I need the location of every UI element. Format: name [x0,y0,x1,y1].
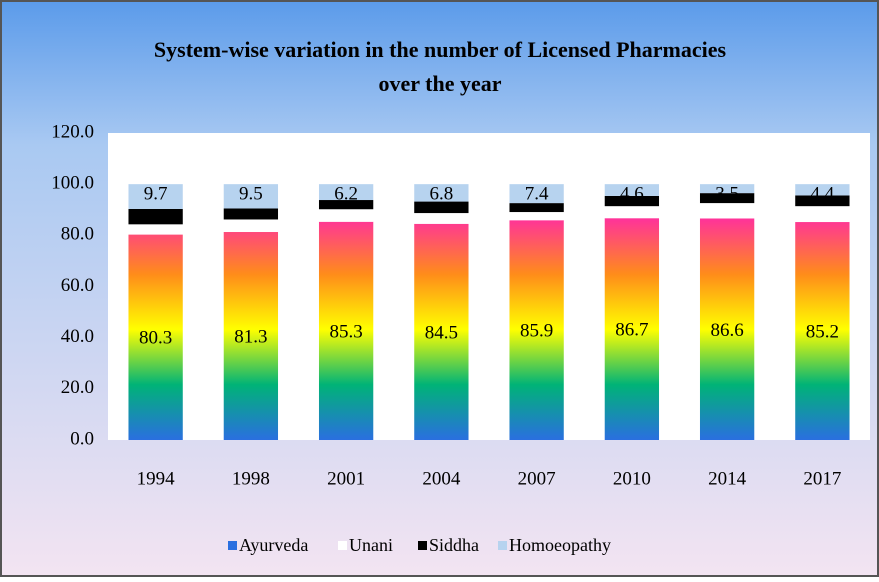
bar-segment [318,184,374,201]
bar-segment [414,223,469,440]
bar-segment [414,184,469,202]
legend-swatch [338,541,347,550]
data-label: 85.3 [330,321,363,342]
bar-segment [223,208,279,220]
data-label: 9.5 [239,184,263,205]
x-tick-label: 2007 [518,468,556,489]
bar-segment [795,206,850,223]
bar-segment [509,220,564,440]
bar-segment [223,232,279,440]
y-tick-label: 0.0 [70,428,94,449]
legend-label: Unani [349,535,393,555]
bar-segment [128,208,183,225]
legend-swatch [418,541,427,550]
bar-segment [223,184,279,209]
legend-swatch [228,541,237,550]
plot-area [108,133,870,440]
data-label: 85.2 [806,322,839,343]
x-tick-label: 1994 [137,468,176,489]
x-tick-label: 2014 [708,468,747,489]
chart-title: System-wise variation in the number of L… [154,37,727,62]
y-tick-label: 120.0 [51,121,94,142]
bar-segment [795,222,850,440]
data-label: 81.3 [234,326,267,347]
data-label: 3.5 [715,184,739,205]
bar-segment [318,209,374,222]
data-label: 6.8 [430,184,454,205]
bar-segment [128,184,183,209]
y-tick-label: 60.0 [61,275,94,296]
bar-segment [699,203,755,219]
legend-swatch [498,541,507,550]
bar-segment [128,234,183,440]
bar-segment [509,212,564,221]
bar-segment [604,218,660,440]
bar-segment [509,203,564,213]
data-label: 9.7 [144,184,168,205]
x-tick-label: 2010 [613,468,651,489]
bar-segment [604,195,660,207]
data-label: 85.9 [520,321,553,342]
bar-segment [509,184,564,204]
legend-label: Homoeopathy [509,535,611,555]
bar-segment [414,201,469,214]
y-tick-label: 20.0 [61,377,94,398]
x-tick-label: 2017 [803,468,841,489]
bar-segment [699,218,755,440]
bar-segment [414,213,469,224]
bar-segment [604,184,660,196]
data-label: 86.7 [615,320,648,341]
legend-label: Ayurveda [239,535,308,555]
bar-segment [604,206,660,219]
bar-segment [223,219,279,233]
bar-segment [699,184,755,194]
y-tick-label: 40.0 [61,326,94,347]
chart-title: over the year [379,71,502,96]
x-tick-label: 2004 [422,468,461,489]
x-tick-label: 2001 [327,468,365,489]
legend-label: Siddha [429,535,479,555]
bar-segment [318,200,374,210]
bar-segment [318,221,374,440]
x-tick-label: 1998 [232,468,270,489]
data-label: 86.6 [711,320,744,341]
data-label: 80.3 [139,328,172,349]
bar-segment [128,224,183,235]
data-label: 6.2 [334,184,358,205]
bar-segment [795,195,850,207]
y-tick-label: 100.0 [51,173,94,194]
bar-segment [795,184,850,196]
bar-segment [699,193,755,204]
y-tick-label: 80.0 [61,224,94,245]
data-label: 4.6 [620,184,644,205]
data-label: 7.4 [525,184,549,205]
data-label: 84.5 [425,322,458,343]
data-label: 4.4 [811,184,835,205]
